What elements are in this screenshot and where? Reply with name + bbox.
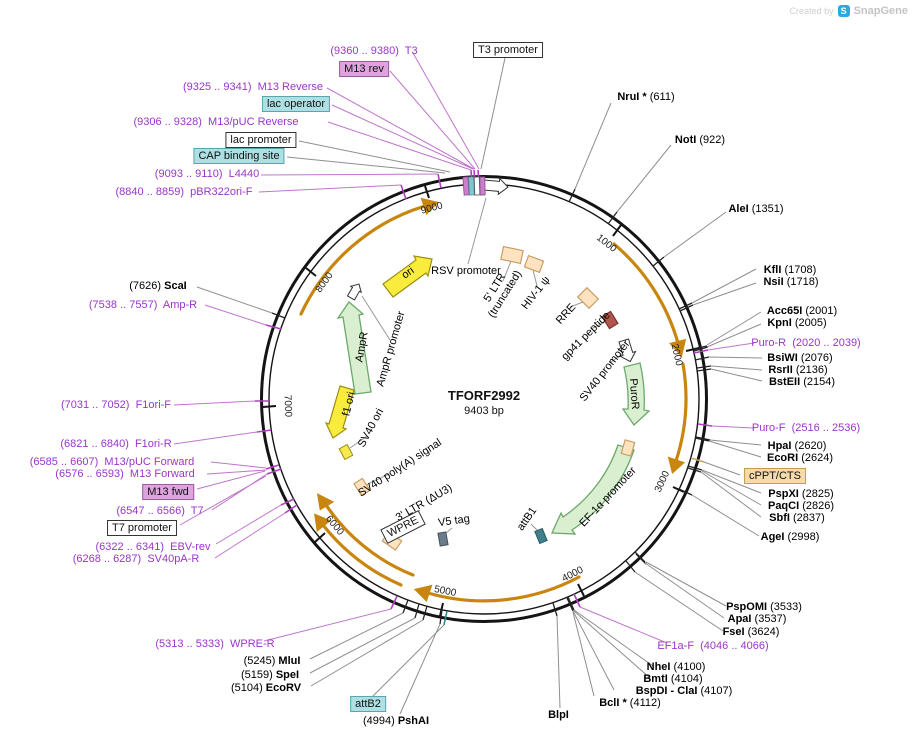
enzyme-label-pspomi[interactable]: PspOMI (3533): [726, 601, 802, 613]
enzyme-label-blpi[interactable]: BlpI: [548, 709, 569, 721]
sv40-polya-box[interactable]: [353, 477, 371, 497]
primer-label-pbr322ori-f[interactable]: (8840 .. 8859) pBR322ori-F: [115, 186, 253, 198]
feature-label-rsv-promoter[interactable]: RSV promoter: [431, 265, 501, 277]
scale-tick-7000: 7000: [281, 394, 294, 418]
orf-arc-right[interactable]: [667, 362, 688, 474]
connector-lines-purple: [173, 52, 755, 644]
enzyme-label-ecori[interactable]: EcoRI (2624): [766, 452, 834, 464]
enzyme-label-mlui[interactable]: (5245) MluI: [243, 655, 301, 667]
enzyme-label-bsteii[interactable]: BstEII (2154): [768, 376, 836, 388]
primer-label-m13-puc-forward[interactable]: (6585 .. 6607) M13/pUC Forward: [29, 456, 195, 468]
orf-arc-bottom[interactable]: [413, 575, 581, 603]
orf-arc-bottom-left-inner[interactable]: [316, 493, 415, 577]
enzyme-label-bcli[interactable]: BclI * (4112): [599, 697, 661, 709]
watermark-text: Created by: [789, 6, 834, 16]
enzyme-label-nsii[interactable]: NsiI (1718): [763, 276, 819, 288]
sv40-ori-box[interactable]: [338, 443, 354, 461]
watermark: Created by S SnapGene: [790, 5, 908, 17]
top-feature-cluster[interactable]: [462, 176, 486, 196]
ampr-promoter-arrow[interactable]: [346, 281, 364, 301]
primer-label-t3[interactable]: (9360 .. 9380) T3: [330, 45, 418, 57]
hiv1-psi-box[interactable]: [523, 254, 545, 274]
feature-label-m13-rev[interactable]: M13 rev: [339, 61, 389, 77]
connector-lines-gray: [196, 57, 763, 715]
feature-label-lac-promoter[interactable]: lac promoter: [225, 132, 297, 148]
orf-arc-upper-right[interactable]: [612, 242, 687, 358]
primer-label-ef1a-f[interactable]: EF1a-F (4046 .. 4066): [657, 640, 769, 652]
attb2-tick: [443, 610, 448, 626]
v5-tag-box[interactable]: [437, 531, 449, 547]
primer-label-m13-reverse[interactable]: (9325 .. 9341) M13 Reverse: [182, 81, 324, 93]
feature-label-t3-promoter[interactable]: T3 promoter: [473, 42, 543, 58]
feature-label-t7-promoter[interactable]: T7 promoter: [107, 520, 177, 536]
cppt-tick: [690, 457, 705, 463]
enzyme-label-agei[interactable]: AgeI (2998): [760, 531, 820, 543]
orf-arc-left[interactable]: [299, 197, 440, 316]
feature-label-lac-operator[interactable]: lac operator: [261, 96, 331, 112]
ltr5-box[interactable]: [500, 245, 524, 265]
enzyme-label-ecorv[interactable]: (5104) EcoRV: [230, 682, 302, 694]
rre-box[interactable]: [576, 286, 600, 310]
ori-arrow[interactable]: [382, 255, 433, 298]
feature-label-cppt-cts[interactable]: cPPT/CTS: [744, 468, 806, 484]
primer-label-f1ori-f[interactable]: (7031 .. 7052) F1ori-F: [60, 399, 172, 411]
primer-label-amp-r[interactable]: (7538 .. 7557) Amp-R: [88, 299, 198, 311]
enzyme-label-kfli[interactable]: KflI (1708): [763, 264, 817, 276]
enzyme-label-bmti[interactable]: BmtI (4104): [643, 673, 703, 685]
snapgene-logo-icon: S: [837, 5, 850, 17]
primer-label-m13-puc-reverse[interactable]: (9306 .. 9328) M13/pUC Reverse: [133, 116, 299, 128]
primer-label-l4440[interactable]: (9093 .. 9110) L4440: [154, 168, 260, 180]
enzyme-label-fsei[interactable]: FseI (3624): [722, 626, 780, 638]
puror-arrow[interactable]: [621, 362, 651, 426]
primer-label-wpre-r[interactable]: (5313 .. 5333) WPRE-R: [155, 638, 275, 650]
enzyme-label-bspdi-clai[interactable]: BspDI - ClaI (4107): [635, 685, 733, 697]
enzyme-label-pshai[interactable]: (4994) PshAI: [362, 715, 430, 727]
enzyme-label-noti[interactable]: NotI (922): [674, 134, 726, 146]
enzyme-label-bsiwi[interactable]: BsiWI (2076): [767, 352, 833, 364]
enzyme-label-rsrii[interactable]: RsrII (2136): [768, 364, 828, 376]
enzyme-label-hpai[interactable]: HpaI (2620): [767, 440, 827, 452]
enzyme-ticks: [271, 188, 712, 625]
watermark-brand: SnapGene: [853, 5, 908, 17]
feature-label-cap-binding-site[interactable]: CAP binding site: [193, 148, 285, 164]
enzyme-label-alei[interactable]: AleI (1351): [728, 203, 784, 215]
primer-label-puro-f[interactable]: Puro-F (2516 .. 2536): [751, 422, 861, 434]
enzyme-label-pspxi[interactable]: PspXI (2825): [768, 488, 834, 500]
enzyme-label-apai[interactable]: ApaI (3537): [727, 613, 787, 625]
orf-arc-bottom-left-outer[interactable]: [313, 513, 403, 587]
attb1-box[interactable]: [534, 527, 548, 545]
enzyme-label-kpni[interactable]: KpnI (2005): [767, 317, 827, 329]
primer-label-m13-forward[interactable]: (6576 .. 6593) M13 Forward: [55, 468, 195, 480]
primer-label-ebv-rev[interactable]: (6322 .. 6341) EBV-rev: [95, 541, 211, 553]
feature-label-attb2[interactable]: attB2: [350, 696, 386, 712]
enzyme-label-spei[interactable]: (5159) SpeI: [240, 669, 300, 681]
feature-label-m13-fwd[interactable]: M13 fwd: [142, 484, 194, 500]
enzyme-label-nhei[interactable]: NheI (4100): [646, 661, 706, 673]
plasmid-size: 9403 bp: [464, 405, 504, 417]
ef1a-promoter-arrow[interactable]: [551, 444, 635, 535]
scale-ticks: [262, 185, 700, 617]
ampr-arrow[interactable]: [336, 301, 372, 395]
enzyme-label-nrui[interactable]: NruI * (611): [617, 91, 675, 103]
f1-ori-arrow[interactable]: [324, 385, 355, 439]
primer-label-sv40pa-r[interactable]: (6268 .. 6287) SV40pA-R: [72, 553, 200, 565]
gp41-box[interactable]: [601, 310, 619, 330]
enzyme-label-acc65i[interactable]: Acc65I (2001): [766, 305, 838, 317]
enzyme-label-scai[interactable]: (7626) ScaI: [129, 280, 187, 292]
primer-label-puro-r[interactable]: Puro-R (2020 .. 2039): [751, 337, 861, 349]
sv40-promoter-arrow[interactable]: [616, 338, 638, 364]
primer-label-t7[interactable]: (6547 .. 6566) T7: [116, 505, 204, 517]
feature-label-puror[interactable]: PuroR: [626, 378, 642, 410]
primer-label-f1ori-r[interactable]: (6821 .. 6840) F1ori-R: [60, 438, 172, 450]
plasmid-name: TFORF2992: [447, 388, 521, 403]
enzyme-label-paqci[interactable]: PaqCI (2826): [767, 500, 835, 512]
cppt-box[interactable]: [620, 439, 636, 457]
enzyme-label-sbfi[interactable]: SbfI (2837): [769, 512, 825, 524]
